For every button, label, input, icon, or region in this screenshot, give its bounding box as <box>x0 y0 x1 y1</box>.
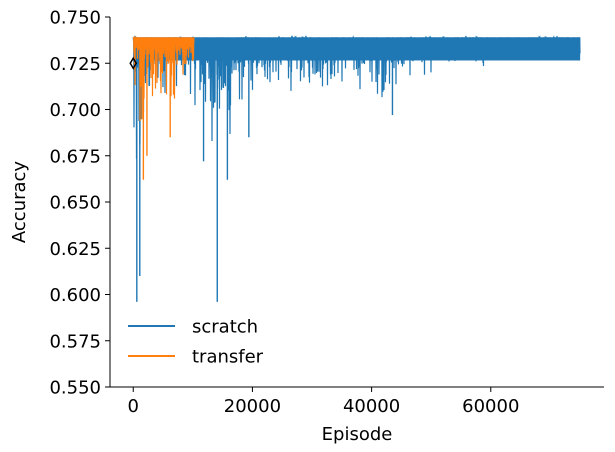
y-axis-title: Accuracy <box>9 161 30 244</box>
y-tick-label: 0.650 <box>49 193 101 214</box>
legend-label-scratch: scratch <box>192 317 258 338</box>
y-tick-label: 0.675 <box>49 146 101 167</box>
x-tick-label: 60000 <box>462 396 519 417</box>
series-band-transfer <box>133 37 195 45</box>
series-layer <box>132 35 581 302</box>
legend-label-transfer: transfer <box>192 347 264 368</box>
y-tick-label: 0.625 <box>49 239 101 260</box>
y-tick-label: 0.575 <box>49 331 101 352</box>
y-ticks: 0.550 0.575 0.600 0.625 0.650 0.675 0.700 0.725… <box>49 8 110 399</box>
x-axis-title: Episode <box>322 424 393 445</box>
y-tick-label: 0.700 <box>49 100 101 121</box>
legend: scratch transfer <box>128 317 264 368</box>
x-tick-label: 40000 <box>343 396 400 417</box>
series-band-scratch <box>133 37 581 61</box>
x-tick-label: 0 <box>128 396 139 417</box>
y-tick-label: 0.725 <box>49 54 101 75</box>
y-tick-label: 0.600 <box>49 285 101 306</box>
start-marker <box>129 56 138 70</box>
y-tick-label: 0.750 <box>49 8 101 29</box>
x-tick-label: 20000 <box>224 396 281 417</box>
x-ticks: 0 20000 40000 60000 <box>128 387 519 417</box>
y-tick-label: 0.550 <box>49 378 101 399</box>
